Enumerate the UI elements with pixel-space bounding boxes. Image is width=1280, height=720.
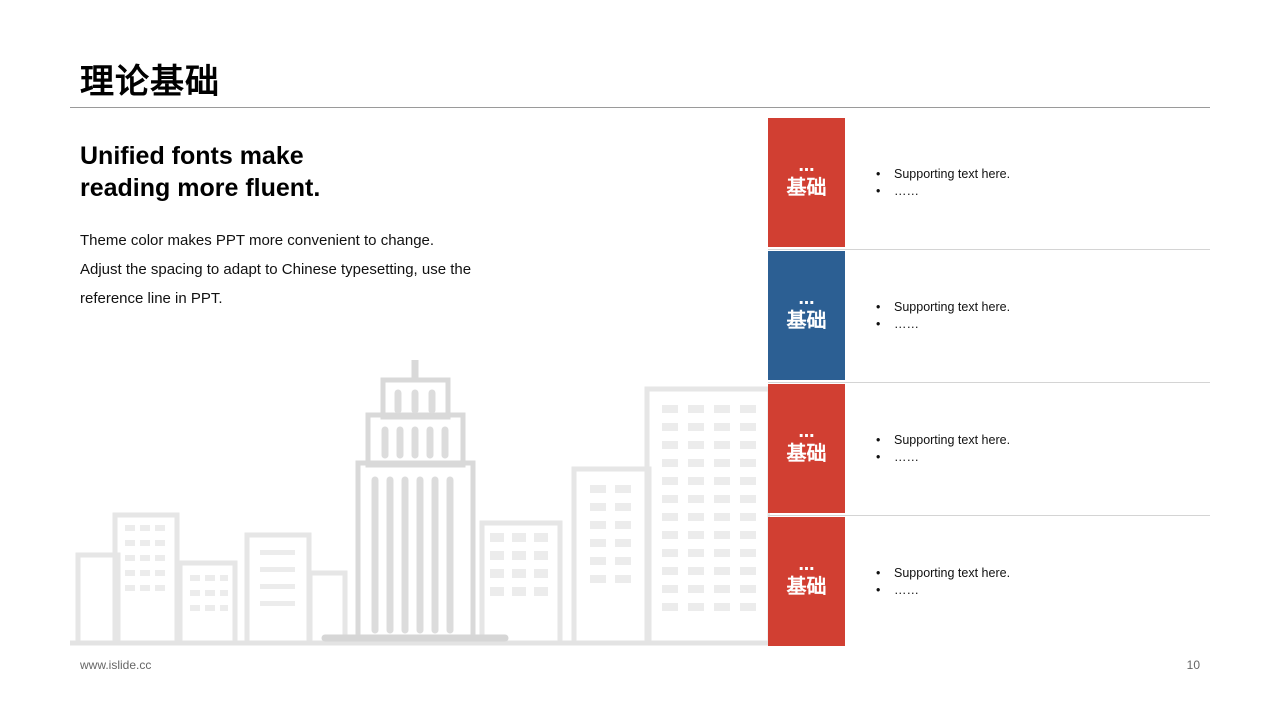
city-skyline-illustration — [70, 360, 770, 646]
footer-url: www.islide.cc — [80, 658, 152, 672]
tile-dots: … — [798, 289, 815, 308]
foundation-row-2: … 基础 Supporting text here. …… — [768, 251, 1210, 384]
body-line-2: Adjust the spacing to adapt to Chinese t… — [80, 261, 472, 278]
bullet-list: Supporting text here. …… — [876, 432, 1010, 466]
tile-dots: … — [798, 422, 815, 441]
row-divider — [768, 515, 1210, 516]
bullet-list: Supporting text here. …… — [876, 299, 1010, 333]
foundation-tile: … 基础 — [768, 251, 845, 380]
tile-dots: … — [798, 555, 815, 574]
foundation-tile: … 基础 — [768, 118, 845, 247]
tile-dots: … — [798, 156, 815, 175]
headline-line-2: reading more fluent. — [80, 174, 321, 202]
bullet-item: Supporting text here. — [876, 299, 1010, 316]
tile-label: 基础 — [786, 441, 827, 465]
foundation-tile: … 基础 — [768, 384, 845, 513]
body-line-1: Theme color makes PPT more convenient to… — [80, 232, 435, 249]
bullet-item: …… — [876, 582, 1010, 599]
bullet-item: …… — [876, 316, 1010, 333]
tile-label: 基础 — [786, 308, 827, 332]
bullet-list: Supporting text here. …… — [876, 565, 1010, 599]
headline: Unified fonts make reading more fluent. — [80, 140, 500, 204]
row-divider — [768, 382, 1210, 383]
foundation-tile: … 基础 — [768, 517, 845, 646]
slide-title: 理论基础 — [80, 62, 220, 102]
body-text: Theme color makes PPT more convenient to… — [80, 226, 520, 313]
bullet-item: …… — [876, 183, 1010, 200]
bullet-list: Supporting text here. …… — [876, 166, 1010, 200]
row-divider — [768, 249, 1210, 250]
tile-label: 基础 — [786, 175, 827, 199]
headline-line-1: Unified fonts make — [80, 142, 304, 170]
bullet-item: Supporting text here. — [876, 432, 1010, 449]
foundation-row-4: … 基础 Supporting text here. …… — [768, 517, 1210, 650]
foundation-row-3: … 基础 Supporting text here. …… — [768, 384, 1210, 517]
page-number: 10 — [1186, 658, 1200, 672]
title-divider — [70, 107, 1210, 108]
bullet-item: Supporting text here. — [876, 166, 1010, 183]
foundation-row-1: … 基础 Supporting text here. …… — [768, 118, 1210, 251]
bullet-item: …… — [876, 449, 1010, 466]
body-line-3: reference line in PPT. — [80, 290, 223, 307]
foundation-list: … 基础 Supporting text here. …… … 基础 Suppo… — [768, 118, 1210, 650]
bullet-item: Supporting text here. — [876, 565, 1010, 582]
tile-label: 基础 — [786, 574, 827, 598]
